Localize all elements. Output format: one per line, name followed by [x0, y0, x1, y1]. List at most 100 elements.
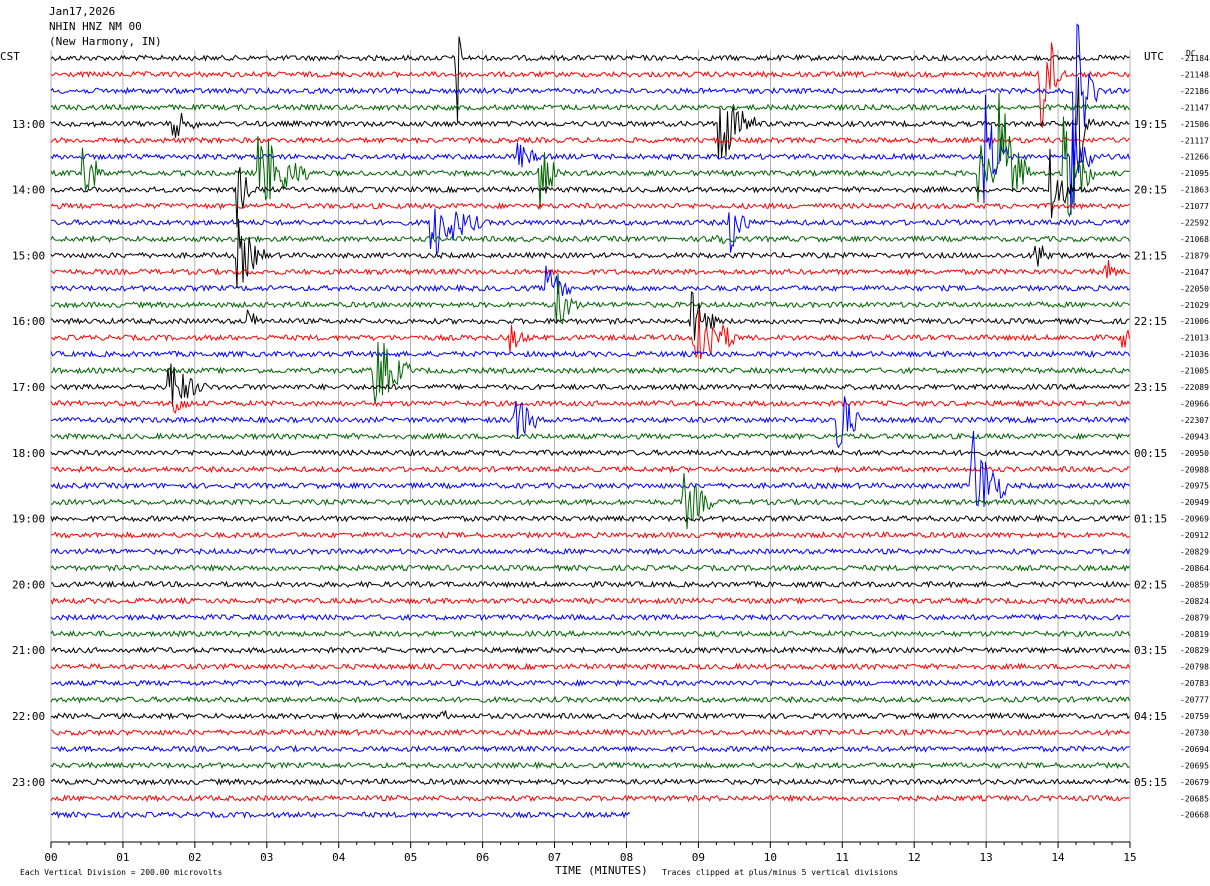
trace-37 [50, 662, 1130, 671]
dc-offset-value: -21266 [1180, 153, 1209, 162]
trace-3 [50, 103, 1130, 112]
left-time-label: 18:00 [12, 447, 45, 460]
left-time-label: 22:00 [12, 710, 45, 723]
trace-26 [50, 430, 1130, 508]
trace-39 [50, 695, 1130, 704]
trace-6 [50, 94, 1130, 215]
dc-offset-value: -20777 [1180, 696, 1209, 705]
right-time-label: 00:15 [1134, 447, 1167, 460]
dc-offset-header: DC [1186, 49, 1196, 58]
left-time-label: 15:00 [12, 249, 45, 262]
dc-offset-value: -21047 [1180, 268, 1209, 277]
dc-offset-value: -20695 [1180, 761, 1209, 770]
trace-38 [51, 679, 1130, 688]
trace-4 [50, 77, 1130, 164]
left-time-label: 19:00 [12, 513, 45, 526]
dc-offset-value: -20864 [1180, 564, 1209, 573]
dc-offset-value: -20824 [1180, 597, 1209, 606]
x-tick-label: 01 [116, 851, 129, 864]
dc-offset-value: -21506 [1180, 120, 1209, 129]
header-station: NHIN HNZ NM 00 [49, 20, 142, 33]
trace-45 [50, 794, 1130, 803]
dc-offset-value: -20730 [1180, 728, 1209, 737]
dc-offset-value: -20966 [1180, 399, 1209, 408]
trace-30 [50, 547, 1130, 556]
x-tick-label: 12 [908, 851, 921, 864]
dc-offset-value: -21863 [1180, 186, 1209, 195]
x-tick-label: 14 [1051, 851, 1065, 864]
dc-offset-value: -21013 [1180, 334, 1209, 343]
x-tick-label: 11 [836, 851, 849, 864]
x-tick-label: 08 [620, 851, 633, 864]
trace-46 [50, 810, 631, 819]
dc-offset-value: -22186 [1180, 87, 1209, 96]
trace-2 [50, 23, 1130, 171]
right-time-label: 03:15 [1134, 644, 1167, 657]
minute-gridlines [50, 50, 1131, 842]
dc-offset-value: -20829 [1180, 646, 1209, 655]
dc-offset-value: -22592 [1180, 219, 1209, 228]
x-tick-label: 00 [44, 851, 57, 864]
header-location: (New Harmony, IN) [49, 35, 162, 48]
header-date: Jan17,2026 [49, 5, 116, 18]
scale-note: Each Vertical Division = 200.00 microvol… [20, 868, 222, 877]
trace-43 [50, 761, 1130, 770]
x-axis-title: TIME (MINUTES) [555, 864, 648, 877]
left-timezone-label: CST [0, 50, 20, 63]
right-time-label: 02:15 [1134, 578, 1167, 591]
trace-41 [50, 728, 1130, 737]
dc-offset-value: -20975 [1180, 482, 1209, 491]
trace-5 [50, 136, 1130, 145]
dc-offset-value: -21068 [1180, 235, 1209, 244]
x-tick-label: 07 [548, 851, 561, 864]
dc-offset-value: -20819 [1180, 630, 1209, 639]
trace-14 [50, 265, 1130, 296]
trace-11 [50, 234, 1130, 245]
dc-offset-value: -20798 [1180, 663, 1209, 672]
dc-offset-value: -20949 [1180, 498, 1209, 507]
trace-32 [50, 580, 1130, 589]
dc-offset-value: -21184 [1180, 54, 1209, 63]
trace-10 [50, 208, 1130, 255]
right-time-label: 20:15 [1134, 184, 1167, 197]
trace-17 [50, 310, 1130, 360]
dc-offset-value: -21077 [1180, 202, 1209, 211]
left-time-label: 17:00 [12, 381, 45, 394]
dc-offset-value: -21005 [1180, 367, 1209, 376]
dc-offset-value: -21029 [1180, 301, 1209, 310]
right-timezone-label: UTC [1144, 50, 1164, 63]
dc-offset-value: -21117 [1180, 136, 1209, 145]
trace-7 [50, 92, 1130, 218]
trace-15 [50, 273, 1130, 325]
x-tick-label: 05 [404, 851, 417, 864]
trace-22 [50, 396, 1130, 449]
dc-offset-value: -20950 [1180, 449, 1209, 458]
dc-offset-value: -20943 [1180, 432, 1209, 441]
trace-24 [50, 448, 1130, 457]
x-tick-label: 03 [260, 851, 273, 864]
trace-1 [50, 42, 1130, 129]
trace-20 [50, 363, 1130, 407]
time-labels: 13:00 14:00 15:00 16:00 17:00 18:00 19:00 20:00… [12, 118, 1167, 789]
trace-36 [50, 646, 1130, 655]
left-time-label: 21:00 [12, 644, 45, 657]
trace-23 [50, 432, 1130, 441]
clip-note: Traces clipped at plus/minus 5 vertical … [662, 868, 898, 877]
dc-offset-value: -21148 [1180, 71, 1209, 80]
left-time-label: 13:00 [12, 118, 45, 131]
dc-offset-value: -21147 [1180, 103, 1209, 112]
trace-29 [50, 531, 1130, 539]
trace-28 [50, 514, 1130, 524]
dc-offset-value: -20668 [1180, 811, 1209, 820]
right-time-label: 19:15 [1134, 118, 1167, 131]
x-tick-label: 04 [332, 851, 346, 864]
trace-33 [50, 596, 1130, 606]
trace-25 [50, 465, 1130, 474]
dc-offset-value: -21095 [1180, 169, 1209, 178]
left-time-label: 23:00 [12, 776, 45, 789]
x-tick-label: 10 [764, 851, 777, 864]
trace-12 [50, 218, 1130, 289]
right-time-label: 23:15 [1134, 381, 1167, 394]
left-time-label: 14:00 [12, 184, 45, 197]
